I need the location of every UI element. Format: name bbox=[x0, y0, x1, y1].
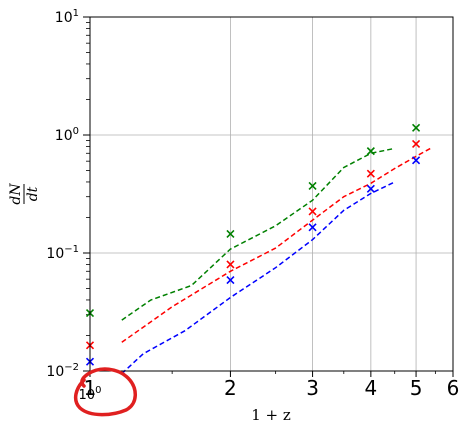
data-point-series-1 bbox=[366, 147, 375, 156]
data-point-series-3 bbox=[226, 275, 235, 285]
model-line-series-2 bbox=[121, 147, 433, 343]
data-point-stroke bbox=[308, 181, 317, 191]
data-point-series-2 bbox=[411, 139, 421, 149]
data-point-series-3 bbox=[411, 156, 421, 165]
model-line-series-3 bbox=[121, 181, 396, 375]
x-offset-label: 100 bbox=[79, 385, 102, 403]
data-point-series-1 bbox=[226, 229, 235, 239]
data-point-series-1 bbox=[411, 123, 421, 132]
x-tick-label: 5 bbox=[410, 376, 423, 400]
data-point-series-3 bbox=[366, 184, 375, 193]
data-point-stroke bbox=[411, 156, 421, 165]
y-tick-label: 10−2 bbox=[46, 362, 79, 380]
x-tick-label: 4 bbox=[364, 376, 377, 400]
x-tick-label: 6 bbox=[447, 376, 460, 400]
data-point-stroke bbox=[366, 169, 375, 178]
data-point-stroke bbox=[411, 139, 421, 149]
y-tick-label: 101 bbox=[55, 8, 79, 26]
data-points-layer bbox=[85, 123, 421, 366]
data-point-series-2 bbox=[366, 169, 375, 178]
data-point-stroke bbox=[308, 223, 317, 232]
data-point-stroke bbox=[308, 207, 317, 216]
y-axis-label: dN dt bbox=[8, 183, 41, 205]
x-tick-label: 1 bbox=[84, 376, 97, 400]
plot-frame bbox=[89, 16, 454, 372]
data-point-stroke bbox=[226, 275, 235, 285]
data-point-series-2 bbox=[226, 260, 235, 269]
data-point-series-1 bbox=[308, 181, 317, 191]
x-axis-label: 1 + z bbox=[251, 406, 291, 424]
x-tick-label: 2 bbox=[224, 376, 237, 400]
x-tick-label: 3 bbox=[306, 376, 319, 400]
hand-drawn-circle-annotation bbox=[73, 367, 137, 417]
data-point-stroke bbox=[366, 184, 375, 193]
model-line-series-1 bbox=[121, 147, 395, 321]
data-point-stroke bbox=[366, 147, 375, 156]
y-tick-label: 100 bbox=[55, 126, 79, 144]
y-axis-label-numerator: dN bbox=[8, 183, 24, 205]
data-point-stroke bbox=[226, 260, 235, 269]
data-point-series-2 bbox=[308, 207, 317, 216]
model-lines-layer bbox=[121, 147, 433, 375]
data-point-series-3 bbox=[308, 223, 317, 232]
minor-ticks-layer bbox=[86, 21, 436, 374]
y-axis-label-denominator: dt bbox=[25, 186, 41, 201]
y-tick-label: 10−1 bbox=[46, 244, 79, 262]
grid-layer bbox=[90, 17, 453, 371]
data-point-stroke bbox=[411, 123, 421, 132]
data-point-stroke bbox=[226, 229, 235, 239]
